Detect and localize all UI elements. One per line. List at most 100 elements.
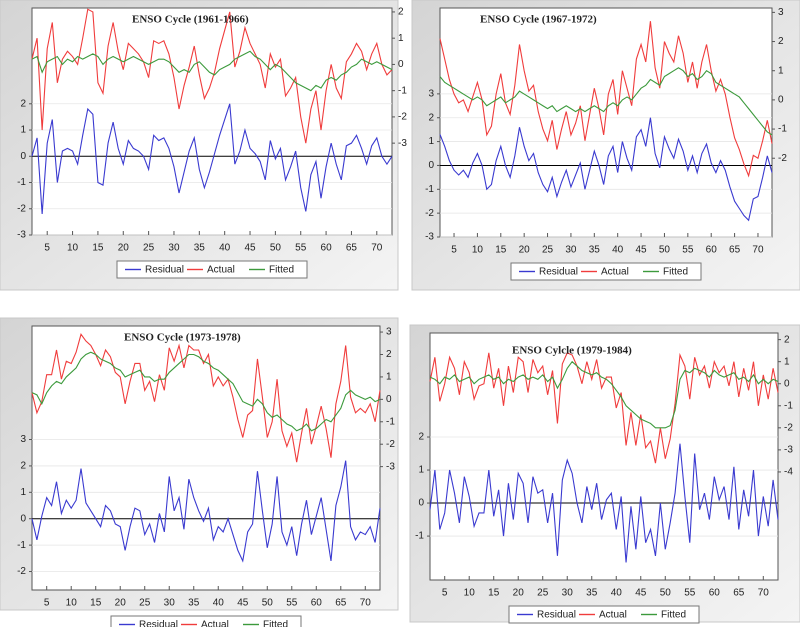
y-tick-label: 3 — [428, 89, 434, 100]
y2-tick-label: -3 — [398, 138, 407, 149]
x-tick-label: 40 — [219, 243, 231, 254]
y2-tick-label: 1 — [386, 372, 392, 383]
x-tick-label: 5 — [442, 588, 448, 599]
x-tick-label: 15 — [90, 598, 102, 609]
x-tick-label: 45 — [636, 245, 648, 256]
y2-tick-label: 3 — [386, 327, 392, 338]
x-tick-label: 30 — [562, 588, 574, 599]
legend-box — [110, 615, 302, 627]
x-tick-label: 10 — [472, 245, 484, 256]
chart-title: ENSO Cylcle (1979-1984) — [512, 345, 632, 357]
y-tick-label: -2 — [17, 566, 26, 577]
series-line — [31, 351, 381, 432]
x-tick-label: 10 — [67, 243, 79, 254]
x-tick-label: 50 — [262, 598, 274, 609]
y-tick-label: 0 — [20, 151, 26, 162]
x-tick-label: 65 — [346, 243, 358, 254]
series-line — [439, 117, 773, 222]
y2-tick-label: 1 — [398, 33, 404, 44]
x-tick-label: 35 — [194, 243, 206, 254]
y2-tick-label: 2 — [784, 334, 790, 345]
y-tick-label: 2 — [428, 112, 434, 123]
y2-tick-label: -2 — [386, 439, 395, 450]
series-line — [439, 21, 773, 178]
y-tick-label: 1 — [20, 125, 26, 136]
legend-box — [510, 262, 702, 281]
x-tick-label: 15 — [488, 588, 500, 599]
x-tick-label: 25 — [139, 598, 151, 609]
x-tick-label: 70 — [758, 588, 770, 599]
x-tick-label: 25 — [537, 588, 549, 599]
y2-tick-label: -1 — [778, 124, 787, 135]
x-tick-label: 40 — [213, 598, 225, 609]
y2-tick-label: 2 — [398, 7, 404, 18]
x-tick-label: 60 — [311, 598, 323, 609]
legend-label: Fitted — [663, 267, 688, 278]
y2-tick-label: 0 — [784, 378, 790, 389]
series-line — [429, 443, 779, 563]
y-tick-label: 1 — [418, 465, 424, 476]
x-tick-label: 65 — [729, 245, 741, 256]
x-tick-label: 35 — [586, 588, 598, 599]
plot-area — [429, 332, 779, 581]
x-tick-label: 30 — [565, 245, 577, 256]
chart-title: ENSO Cycle (1967-1972) — [480, 14, 597, 26]
y-tick-label: -1 — [17, 540, 26, 551]
y-tick-label: -2 — [17, 203, 26, 214]
y-tick-label: 1 — [428, 136, 434, 147]
legend-label: Fitted — [263, 620, 288, 627]
x-tick-label: 30 — [164, 598, 176, 609]
series-line — [31, 460, 381, 563]
x-tick-label: 60 — [709, 588, 721, 599]
series-line — [429, 352, 779, 464]
y-tick-label: -3 — [425, 232, 434, 243]
y-tick-label: -1 — [415, 531, 424, 542]
y2-tick-label: 2 — [778, 36, 784, 47]
x-tick-label: 5 — [44, 598, 50, 609]
y-tick-label: -2 — [425, 208, 434, 219]
x-tick-label: 55 — [295, 243, 307, 254]
y-tick-label: 2 — [20, 98, 26, 109]
y2-tick-label: -3 — [784, 445, 793, 456]
x-tick-label: 65 — [335, 598, 347, 609]
y-tick-label: -1 — [17, 177, 26, 188]
x-tick-label: 45 — [237, 598, 249, 609]
plot-area — [439, 7, 773, 238]
x-tick-label: 55 — [286, 598, 298, 609]
x-tick-label: 20 — [118, 243, 130, 254]
x-tick-label: 40 — [612, 245, 624, 256]
y-tick-label: -3 — [17, 230, 26, 241]
x-tick-label: 45 — [635, 588, 647, 599]
y-tick-label: -1 — [425, 184, 434, 195]
x-tick-label: 5 — [451, 245, 457, 256]
series-line — [31, 50, 393, 92]
x-tick-label: 55 — [684, 588, 696, 599]
y-tick-label: 0 — [20, 513, 26, 524]
y2-tick-label: -2 — [778, 153, 787, 164]
y-tick-label: 2 — [418, 432, 424, 443]
chart-title: ENSO Cycle (1973-1978) — [124, 332, 241, 344]
y2-tick-label: 0 — [778, 95, 784, 106]
legend-box — [508, 605, 700, 624]
chart-title: ENSO Cycle (1961-1966) — [132, 14, 249, 26]
y-tick-label: 2 — [20, 461, 26, 472]
legend-box — [116, 260, 308, 279]
y2-tick-label: 0 — [398, 59, 404, 70]
legend-label: Residual — [539, 267, 578, 278]
y2-tick-label: -2 — [784, 422, 793, 433]
x-tick-label: 50 — [659, 245, 671, 256]
legend-label: Residual — [537, 610, 576, 621]
x-tick-label: 40 — [611, 588, 623, 599]
x-tick-label: 65 — [733, 588, 745, 599]
x-tick-label: 70 — [360, 598, 372, 609]
y2-tick-label: -2 — [398, 112, 407, 123]
y-tick-label: 0 — [428, 160, 434, 171]
y2-tick-label: -1 — [398, 85, 407, 96]
y-tick-label: 3 — [20, 434, 26, 445]
x-tick-label: 30 — [168, 243, 180, 254]
x-tick-label: 70 — [371, 243, 383, 254]
